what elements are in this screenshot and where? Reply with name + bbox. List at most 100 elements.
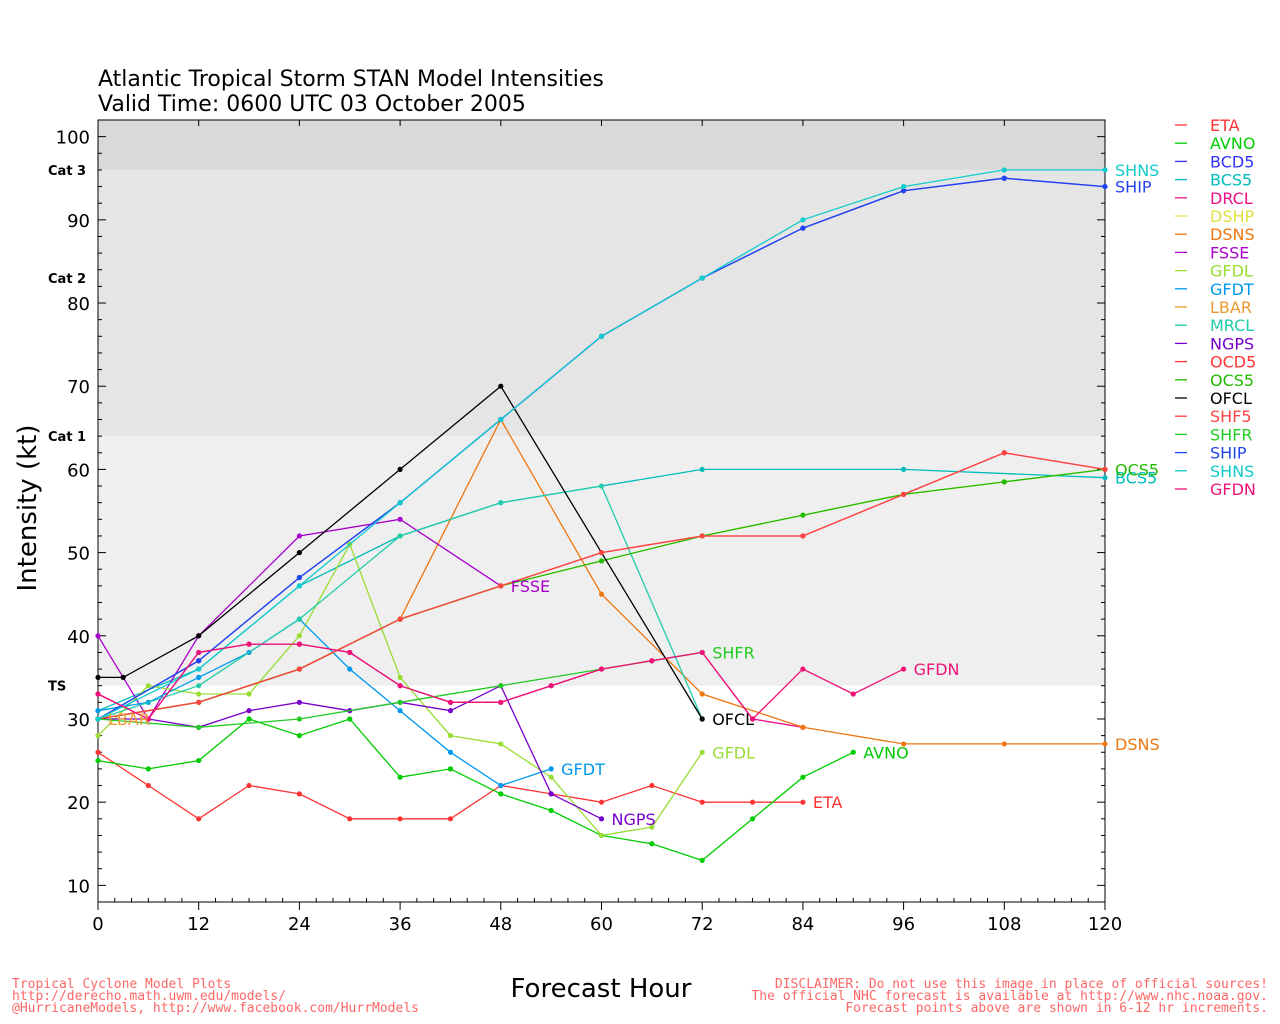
legend-label-gfdn: GFDN bbox=[1210, 480, 1256, 499]
series-point-eta bbox=[397, 816, 403, 822]
series-point-fsse bbox=[397, 516, 403, 522]
series-lines bbox=[95, 167, 1108, 864]
series-point-bcs5 bbox=[901, 466, 907, 473]
series-point-shfr bbox=[397, 699, 403, 705]
series-point-avno bbox=[649, 841, 655, 847]
end-label-bcs5: BCS5 bbox=[1115, 469, 1157, 488]
series-point-ship bbox=[901, 188, 907, 194]
series-point-ofcl bbox=[95, 674, 101, 680]
series-point-gfdn bbox=[145, 716, 151, 722]
category-band-1 bbox=[98, 278, 1105, 437]
legend-label-bcs5: BCS5 bbox=[1210, 171, 1252, 190]
category-label-cat-2: Cat 2 bbox=[48, 272, 86, 287]
category-band-2 bbox=[98, 169, 1105, 279]
end-label-gfdt: GFDT bbox=[561, 760, 605, 779]
x-tick-label: 0 bbox=[92, 914, 103, 935]
series-point-eta bbox=[296, 791, 302, 797]
series-point-gfdn bbox=[296, 641, 302, 647]
chart-subtitle: Valid Time: 0600 UTC 03 October 2005 bbox=[98, 92, 526, 117]
series-point-shns bbox=[1001, 167, 1007, 173]
y-tick-label: 10 bbox=[67, 876, 90, 897]
series-point-mrcl bbox=[196, 683, 202, 689]
end-label-gfdn: GFDN bbox=[914, 660, 960, 679]
series-point-eta bbox=[447, 816, 454, 822]
end-label-ocs5: OCS5 bbox=[1115, 460, 1159, 479]
y-tick-label: 70 bbox=[67, 377, 90, 398]
series-point-dsns bbox=[901, 741, 907, 747]
series-point-avno bbox=[296, 733, 302, 739]
y-tick-label: 40 bbox=[67, 627, 90, 648]
series-point-avno bbox=[95, 757, 101, 764]
series-point-gfdn bbox=[347, 649, 353, 656]
series-point-mrcl bbox=[498, 500, 504, 506]
series-point-shfr bbox=[498, 683, 504, 689]
series-point-eta bbox=[699, 799, 705, 805]
series-point-shns bbox=[196, 666, 202, 672]
series-point-ofcl bbox=[397, 466, 403, 473]
series-point-gfdt bbox=[196, 674, 202, 680]
x-tick-label: 60 bbox=[590, 914, 613, 935]
series-point-avno bbox=[498, 791, 504, 797]
footer-right: DISCLAIMER: Do not use this image in pla… bbox=[751, 977, 1268, 1016]
x-tick-label: 36 bbox=[389, 914, 412, 935]
series-point-eta bbox=[246, 782, 252, 789]
series-point-gfdt bbox=[498, 782, 504, 789]
footer-left-line1: Tropical Cyclone Model Plots bbox=[12, 977, 231, 992]
series-point-ship bbox=[800, 225, 806, 231]
legend-label-bcd5: BCD5 bbox=[1210, 152, 1254, 171]
series-point-gfdl bbox=[95, 733, 101, 739]
series-point-shns bbox=[699, 275, 705, 281]
y-tick-label: 90 bbox=[67, 211, 90, 232]
series-point-avno bbox=[196, 757, 202, 764]
series-point-gfdn bbox=[699, 649, 705, 656]
legend-label-eta: ETA bbox=[1210, 116, 1240, 135]
series-point-shf5 bbox=[800, 533, 806, 539]
series-point-eta bbox=[196, 816, 202, 822]
series-point-shns bbox=[296, 583, 302, 589]
legend-label-gfdl: GFDL bbox=[1210, 262, 1253, 281]
series-point-ofcl bbox=[699, 716, 705, 722]
series-point-shfr bbox=[296, 716, 302, 722]
series-point-eta bbox=[749, 799, 756, 805]
series-point-eta bbox=[145, 782, 151, 789]
series-point-gfdn bbox=[901, 666, 907, 672]
legend-label-gfdt: GFDT bbox=[1210, 280, 1254, 299]
legend: ETAAVNOBCD5BCS5DRCLDSHPDSNSFSSEGFDLGFDTL… bbox=[1175, 116, 1256, 499]
end-label-ngps: NGPS bbox=[612, 810, 656, 829]
legend-label-ngps: NGPS bbox=[1210, 334, 1254, 353]
series-point-ofcl bbox=[120, 674, 126, 680]
legend-label-ocs5: OCS5 bbox=[1210, 371, 1254, 390]
x-tick-label: 84 bbox=[791, 914, 814, 935]
series-point-shf5 bbox=[296, 666, 302, 672]
series-point-ship bbox=[1102, 183, 1108, 190]
chart-title: Atlantic Tropical Storm STAN Model Inten… bbox=[98, 67, 604, 92]
legend-label-fsse: FSSE bbox=[1210, 243, 1249, 262]
series-point-ocs5 bbox=[1001, 479, 1007, 485]
series-point-shf5 bbox=[1102, 466, 1108, 473]
series-point-gfdn bbox=[850, 691, 856, 697]
series-point-shf5 bbox=[699, 533, 705, 539]
x-tick-label: 12 bbox=[187, 914, 210, 935]
end-label-shfr: SHFR bbox=[712, 643, 755, 662]
footer-left: Tropical Cyclone Model Plots http://dere… bbox=[12, 977, 419, 1016]
category-band-3 bbox=[98, 120, 1105, 170]
series-point-gfdn bbox=[246, 641, 252, 647]
category-label-ts: TS bbox=[48, 680, 66, 695]
series-point-ngps bbox=[598, 816, 605, 822]
series-point-gfdn bbox=[95, 691, 101, 697]
footer-left-line3: @HurricaneModels, http://www.facebook.co… bbox=[12, 1001, 419, 1016]
series-point-fsse bbox=[296, 533, 302, 539]
x-tick-label: 48 bbox=[489, 914, 512, 935]
legend-label-dshp: DSHP bbox=[1210, 207, 1255, 226]
series-point-shns bbox=[95, 716, 101, 722]
series-point-shns bbox=[397, 500, 403, 506]
series-point-avno bbox=[347, 716, 353, 722]
series-point-gfdn bbox=[649, 658, 655, 664]
y-tick-label: 30 bbox=[67, 710, 90, 731]
legend-label-avno: AVNO bbox=[1210, 134, 1255, 153]
series-point-avno bbox=[699, 857, 705, 864]
series-point-shf5 bbox=[397, 616, 403, 622]
footer-right-line2: The official NHC forecast is available a… bbox=[751, 989, 1268, 1004]
series-line-gfdt bbox=[97, 618, 552, 787]
